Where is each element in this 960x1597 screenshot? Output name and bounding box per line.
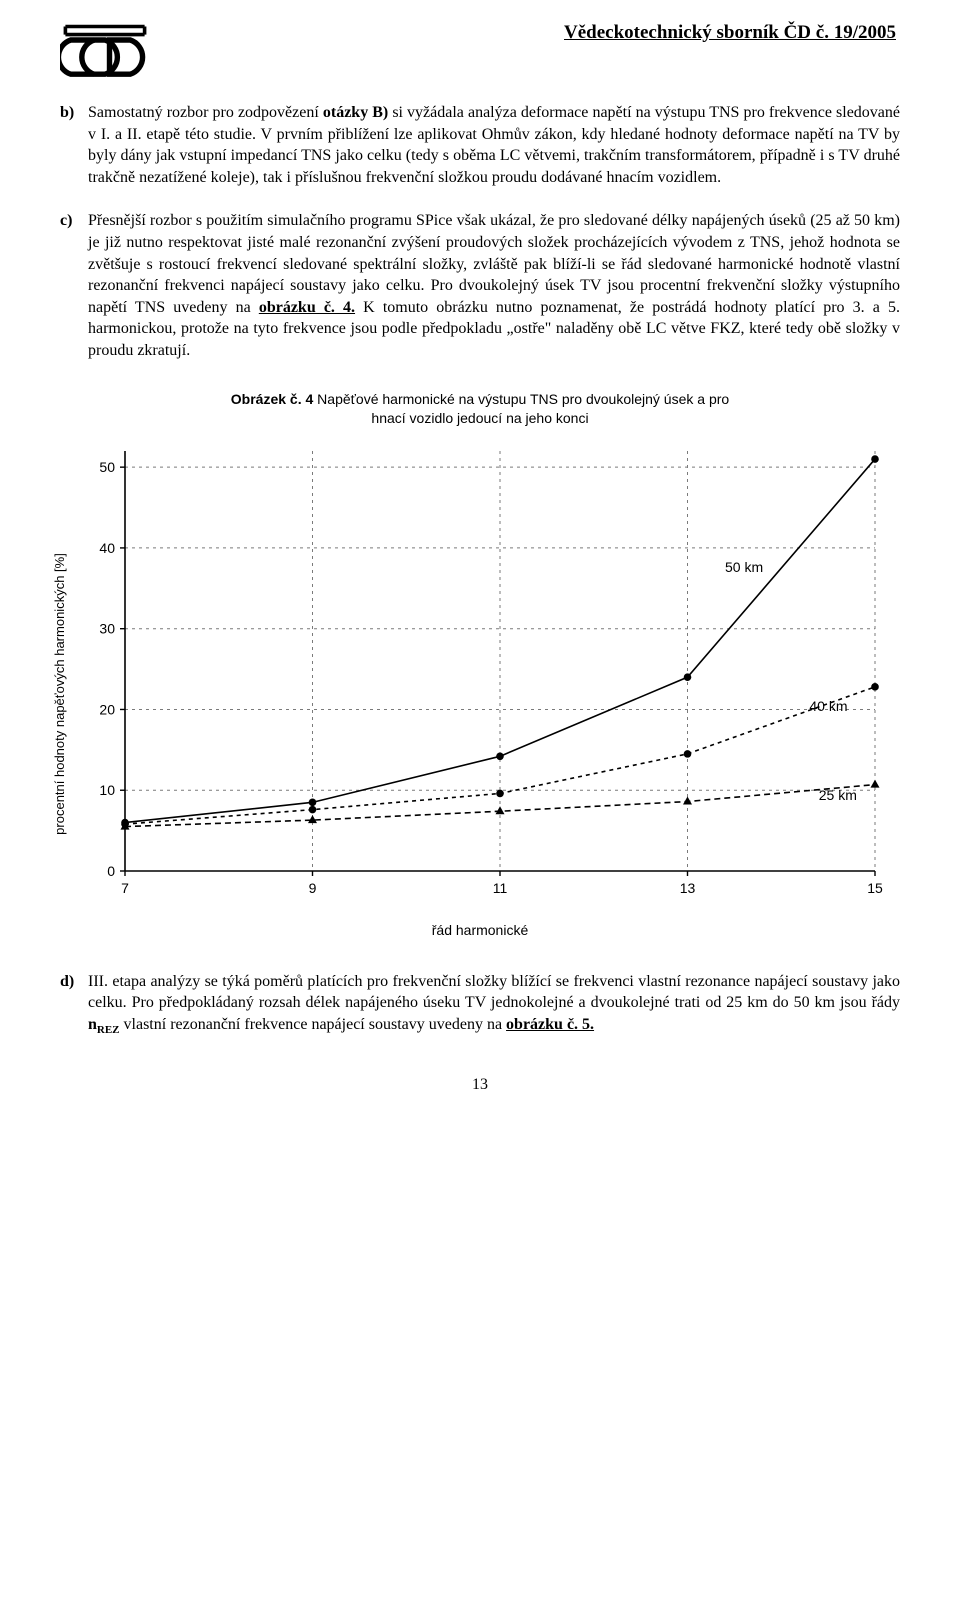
figure-4: Obrázek č. 4 Napěťové harmonické na výst… — [60, 390, 900, 949]
para-b-bold: otázky B) — [323, 104, 388, 121]
svg-text:0: 0 — [107, 863, 115, 879]
svg-text:9: 9 — [309, 880, 317, 896]
paragraph-d: III. etapa analýzy se týká poměrů platíc… — [60, 971, 900, 1038]
paragraph-b: Samostatný rozbor pro zodpovězení otázky… — [60, 102, 900, 188]
chart-svg: 0 10 20 30 40 50 7 9 11 13 15 50 km 40 km 25 km — [70, 439, 890, 909]
caption-lead: Obrázek č. 4 — [231, 391, 314, 407]
para-d-sub: REZ — [97, 1024, 120, 1036]
svg-text:25 km: 25 km — [819, 787, 857, 803]
para-d-text2: vlastní rezonanční frekvence napájecí so… — [120, 1016, 507, 1033]
svg-text:20: 20 — [99, 701, 115, 717]
para-d-var: n — [88, 1016, 97, 1033]
caption-rest2: hnací vozidlo jedoucí na jeho konci — [371, 410, 588, 426]
svg-text:11: 11 — [493, 880, 508, 896]
svg-text:50: 50 — [99, 459, 115, 475]
chart-area: procentní hodnoty napěťových harmonickýc… — [70, 439, 890, 949]
figure-5-ref: obrázku č. 5. — [506, 1016, 594, 1033]
svg-text:40: 40 — [99, 540, 115, 556]
page-number: 13 — [60, 1074, 900, 1096]
page-header: Vědeckotechnický sborník ČD č. 19/2005 — [60, 20, 900, 80]
svg-text:7: 7 — [121, 880, 129, 896]
para-d-text1: III. etapa analýzy se týká poměrů platíc… — [88, 973, 900, 1012]
svg-text:40 km: 40 km — [809, 698, 847, 714]
journal-title: Vědeckotechnický sborník ČD č. 19/2005 — [150, 20, 900, 46]
svg-text:15: 15 — [867, 880, 883, 896]
figure-4-ref: obrázku č. 4. — [259, 299, 355, 316]
svg-text:50 km: 50 km — [725, 559, 763, 575]
cd-logo — [60, 20, 150, 80]
svg-text:10: 10 — [99, 782, 115, 798]
svg-text:13: 13 — [680, 880, 696, 896]
para-b-text1: Samostatný rozbor pro zodpovězení — [88, 104, 323, 121]
paragraph-c: Přesnější rozbor s použitím simulačního … — [60, 210, 900, 361]
caption-rest1: Napěťové harmonické na výstupu TNS pro d… — [313, 391, 729, 407]
figure-4-caption: Obrázek č. 4 Napěťové harmonické na výst… — [60, 390, 900, 429]
svg-text:30: 30 — [99, 620, 115, 636]
y-axis-label: procentní hodnoty napěťových harmonickýc… — [51, 553, 69, 835]
x-axis-label: řád harmonické — [70, 921, 890, 940]
